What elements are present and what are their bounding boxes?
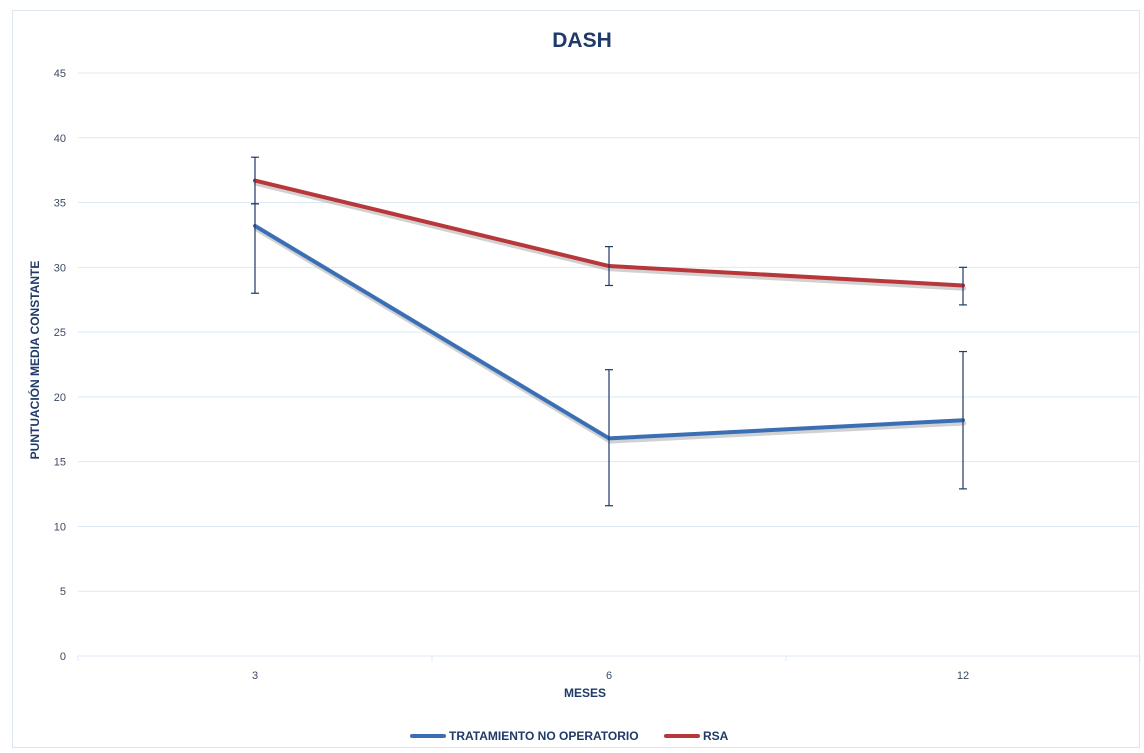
- y-axis-title: PUNTUACIÓN MEDIA CONSTANTE: [27, 261, 42, 460]
- y-tick-label: 5: [60, 586, 66, 598]
- y-tick-label: 25: [54, 327, 66, 339]
- legend: TRATAMIENTO NO OPERATORIO RSA: [410, 729, 729, 743]
- y-tick-label: 10: [54, 521, 66, 533]
- y-tick-label: 30: [54, 262, 66, 274]
- series-line-shadow: [253, 181, 967, 291]
- x-tick-label: 12: [957, 670, 969, 682]
- y-tick-label: 20: [54, 392, 66, 404]
- y-tick-label: 15: [54, 457, 66, 469]
- gridlines: [77, 72, 1141, 661]
- series-line-shadow: [253, 226, 967, 444]
- error-bars: [251, 156, 967, 507]
- y-tick-label: 35: [54, 198, 66, 210]
- y-tick-label: 45: [54, 68, 66, 80]
- x-tick-label: 6: [606, 670, 612, 682]
- x-axis-title: MESES: [564, 686, 606, 700]
- x-axis-ticks: 3 6 12: [252, 670, 969, 682]
- legend-label-0: TRATAMIENTO NO OPERATORIO: [449, 729, 639, 743]
- chart-title: DASH: [552, 29, 612, 52]
- legend-label-1: RSA: [703, 729, 729, 743]
- y-tick-label: 40: [54, 133, 66, 145]
- y-axis-ticks: 0 5 10 15 20 25 30 35 40 45: [54, 68, 66, 663]
- chart-frame: [12, 10, 1140, 748]
- x-tick-label: 3: [252, 670, 258, 682]
- y-tick-label: 0: [60, 651, 66, 663]
